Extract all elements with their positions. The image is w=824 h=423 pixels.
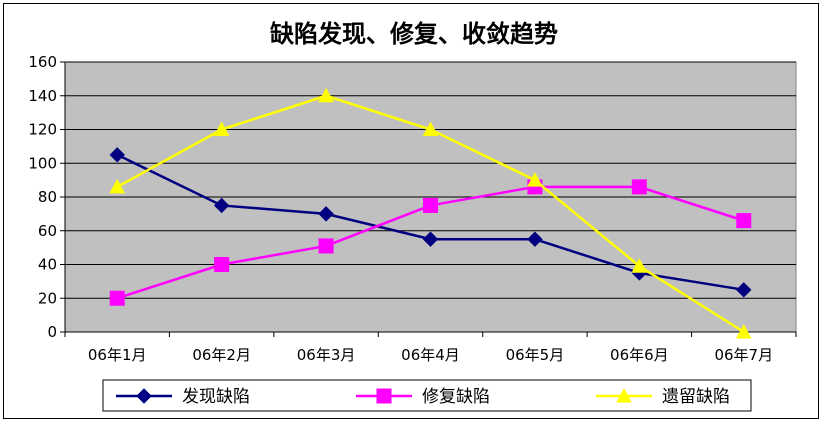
y-tick-label-160: 160 — [28, 53, 57, 71]
y-tick-label-60: 60 — [38, 222, 57, 240]
series-3-point-4 — [422, 121, 439, 136]
series-3-point-3 — [318, 87, 334, 103]
chart-container: 缺陷发现、修复、收敛趋势 0 20 40 60 80 100 120 140 160 06年1月 0… — [3, 3, 819, 419]
legend-marker-3 — [616, 387, 632, 403]
y-tick-label-40: 40 — [38, 256, 57, 274]
series-1-point-5 — [527, 231, 543, 247]
legend: 发现缺陷 修复缺陷 遗留缺陷 — [102, 379, 752, 412]
series-1 — [109, 147, 752, 298]
y-tick-label-80: 80 — [38, 188, 57, 206]
legend-label-3: 遗留缺陷 — [662, 387, 730, 407]
series-2-point-7 — [736, 213, 752, 229]
series-3-point-7 — [735, 323, 752, 339]
series-2-point-6 — [631, 179, 647, 195]
series-3-point-2 — [213, 121, 230, 136]
series-2-point-1 — [109, 290, 125, 306]
x-tick-label-2: 06年2月 — [192, 346, 251, 364]
x-tick-label-5: 06年5月 — [506, 346, 565, 364]
y-tick-label-0: 0 — [47, 323, 57, 341]
x-tick-label-6: 06年6月 — [610, 346, 669, 364]
chart-title: 缺陷发现、修复、收敛趋势 — [270, 20, 558, 48]
series-1-point-1 — [109, 147, 125, 163]
series-1-point-3 — [318, 206, 334, 222]
series-lines — [109, 87, 752, 339]
series-2-point-3 — [318, 238, 334, 254]
y-tick-label-120: 120 — [28, 121, 57, 139]
series-1-point-2 — [213, 197, 230, 214]
series-3-point-6 — [631, 258, 648, 273]
legend-label-1: 发现缺陷 — [182, 387, 250, 407]
series-1-point-4 — [422, 231, 439, 247]
series-3-point-1 — [109, 178, 126, 194]
legend-label-2: 修复缺陷 — [422, 387, 490, 407]
series-3 — [109, 87, 752, 339]
series-1-point-7 — [736, 282, 752, 298]
series-2-point-2 — [214, 257, 230, 272]
y-tick-label-140: 140 — [28, 87, 57, 105]
axes: 0 20 40 60 80 100 120 140 160 06年1月 06年2月 06年3月 06年4… — [28, 53, 797, 364]
series-2-point-4 — [423, 197, 438, 213]
series-2 — [109, 179, 752, 306]
x-tick-label-4: 06年4月 — [401, 346, 460, 364]
legend-marker-2 — [376, 388, 392, 404]
x-tick-label-7: 06年7月 — [714, 346, 773, 364]
x-tick-label-1: 06年1月 — [88, 346, 147, 364]
legend-marker-1 — [136, 388, 152, 404]
series-3-point-5 — [527, 172, 543, 187]
y-tick-label-100: 100 — [28, 154, 57, 172]
x-tick-label-3: 06年3月 — [297, 346, 356, 364]
y-tick-label-20: 20 — [38, 289, 57, 307]
